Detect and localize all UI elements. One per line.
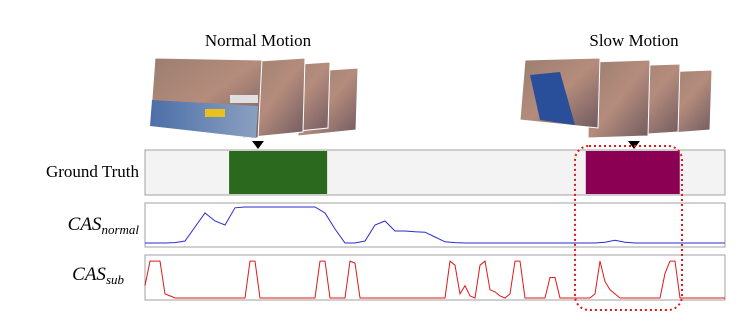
cas-sub-label: CASsub: [72, 264, 124, 287]
normal-motion-label: Normal Motion: [205, 31, 312, 50]
slow-motion-frames: [519, 57, 713, 139]
normal-motion-frames: [149, 57, 359, 139]
ground-truth-label: Ground Truth: [46, 162, 140, 181]
marker: [252, 141, 264, 149]
cas-sub-panel: [144, 254, 726, 301]
cas_sub-curve: [144, 260, 725, 299]
cas-normal-panel: [144, 202, 726, 248]
cas-sub: normal: [101, 222, 139, 237]
cas-base: CAS: [68, 214, 102, 235]
gt-segment: [229, 151, 328, 194]
cas-base: CAS: [72, 264, 106, 285]
cas-sub: sub: [106, 272, 125, 287]
gt-segment: [585, 151, 680, 194]
cas-normal-label: CASnormal: [68, 214, 140, 237]
slow-motion-label: Slow Motion: [589, 31, 679, 50]
cas_normal-curve: [145, 206, 725, 244]
